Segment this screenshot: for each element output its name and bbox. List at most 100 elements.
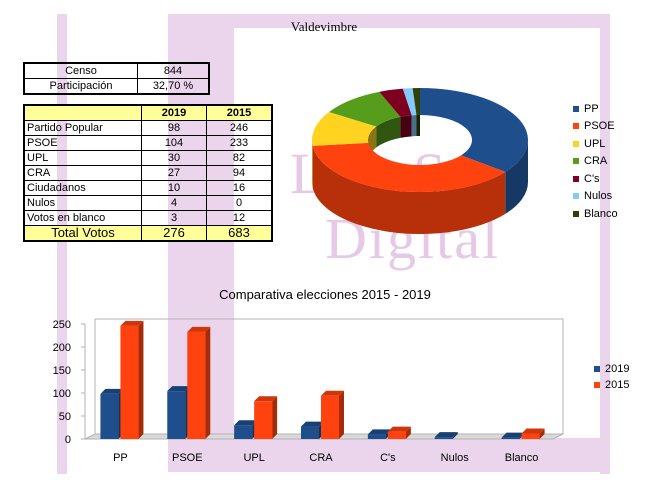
bar-2019-upl [234,420,258,439]
bar-2015-pp [120,320,144,439]
bar-legend: 2019 2015 [594,361,629,393]
row-2015: 12 [206,210,273,226]
x-tick-label: Nulos [441,452,470,464]
bar-2019-nulos [434,432,458,439]
table-row: PSOE 104 233 [23,135,273,151]
y-tick-label: 150 [53,365,71,377]
legend-swatch [573,158,579,165]
total-row: Total Votos 276 683 [23,225,273,242]
x-tick-label: C's [380,452,396,464]
table-header-row: 2019 2015 [23,104,273,121]
page-title: Valdevimbre [290,19,358,34]
legend-swatch [573,140,579,147]
y-tick-label: 100 [53,388,71,400]
watermark-letter-base [168,438,608,472]
bar-2019-psoe [167,386,191,439]
donut-slice-cra [329,91,401,127]
legend-label: C's [584,172,600,185]
header-blank [23,104,142,121]
total-label: Total Votos [23,225,142,242]
row-2015: 0 [206,195,273,211]
row-2015: 16 [206,180,273,196]
x-tick-label: PSOE [172,452,203,464]
table-row: Nulos 4 0 [23,195,273,211]
row-label: Ciudadanos [23,180,142,196]
row-label: Votos en blanco [23,210,142,226]
legend-swatch [573,193,579,200]
legend-swatch [573,123,579,130]
donut-inner-5 [411,115,417,137]
donut-side-0 [505,140,528,214]
y-tick-label: 200 [53,342,71,354]
participation-value: 32,70 % [137,78,210,95]
total-2015: 683 [206,225,273,242]
donut-legend-item: Nulos [573,188,618,206]
legend-swatch [594,382,600,388]
legend-label: 2015 [605,379,630,391]
legend-label: 2019 [605,363,630,375]
y-tick-label: 0 [65,434,71,446]
donut-legend-item: UPL [573,135,618,153]
donut-slice-nulos [402,88,417,116]
bar-2019-pp [100,388,124,439]
legend-label: Nulos [584,190,613,203]
legend-label: CRA [584,155,608,168]
legend-swatch [573,210,579,217]
row-2019: 3 [141,210,207,226]
donut-inner-3 [376,116,401,148]
participation-row: Participación 32,70 % [23,78,210,95]
legend-label: PSOE [584,120,615,133]
x-tick-label: PP [113,452,128,464]
legend-swatch [573,175,579,182]
bar-legend-item: 2015 [594,377,629,393]
header-2019: 2019 [141,104,207,121]
donut-legend-item: C's [573,170,618,188]
y-tick-label: 50 [59,411,71,423]
x-tick-label: CRA [309,452,333,464]
donut-legend: PP PSOE UPL CRA C's Nulos Blanco [573,100,618,223]
table-row: Votos en blanco 3 12 [23,210,273,226]
donut-slice-upl [312,111,377,146]
bar-2019-cra [301,421,324,439]
row-label: PSOE [23,135,142,151]
donut-inner-4 [400,115,412,138]
legend-swatch [594,366,600,372]
bar-2015-psoe [187,326,211,439]
donut-legend-item: CRA [573,153,618,171]
donut-slice-psoe [312,142,506,193]
bar-chart-title: Comparativa elecciones 2015 - 2019 [219,287,431,302]
x-tick-label: Blanco [505,452,539,464]
donut-legend-item: PP [573,100,618,118]
donut-slice-cs [379,88,412,117]
bar-2015-cra [321,390,344,439]
bar-2015-blanco [521,428,545,439]
results-table: 2019 2015 Partido Popular 98 246 PSOE 104 23… [23,104,273,242]
census-table: Censo 844 Participación 32,70 % [23,62,210,95]
header-2015: 2015 [206,104,273,121]
legend-swatch [573,105,579,112]
donut-slice-pp [420,88,528,172]
donut-slice-blanco [412,88,420,116]
x-tick-label: UPL [243,452,264,464]
y-tick-label: 250 [53,319,71,331]
watermark-stripe-left [57,14,67,474]
donut-legend-item: PSOE [573,118,618,136]
table-row: CRA 27 94 [23,165,273,181]
participation-label: Participación [23,78,138,95]
row-2019: 104 [141,135,207,151]
legend-label: PP [584,102,599,115]
donut-side-1 [312,145,506,235]
legend-label: Blanco [584,207,618,220]
watermark-letter-top [168,14,608,28]
legend-label: UPL [584,137,606,150]
table-row: Ciudadanos 10 16 [23,180,273,196]
total-2019: 276 [141,225,207,242]
bar-2015-upl [254,396,278,439]
donut-inner-6 [416,115,420,137]
row-2015: 233 [206,135,273,151]
donut-legend-item: Blanco [573,205,618,223]
donut-side-2 [312,140,313,188]
watermark-stripe-right [600,14,610,474]
